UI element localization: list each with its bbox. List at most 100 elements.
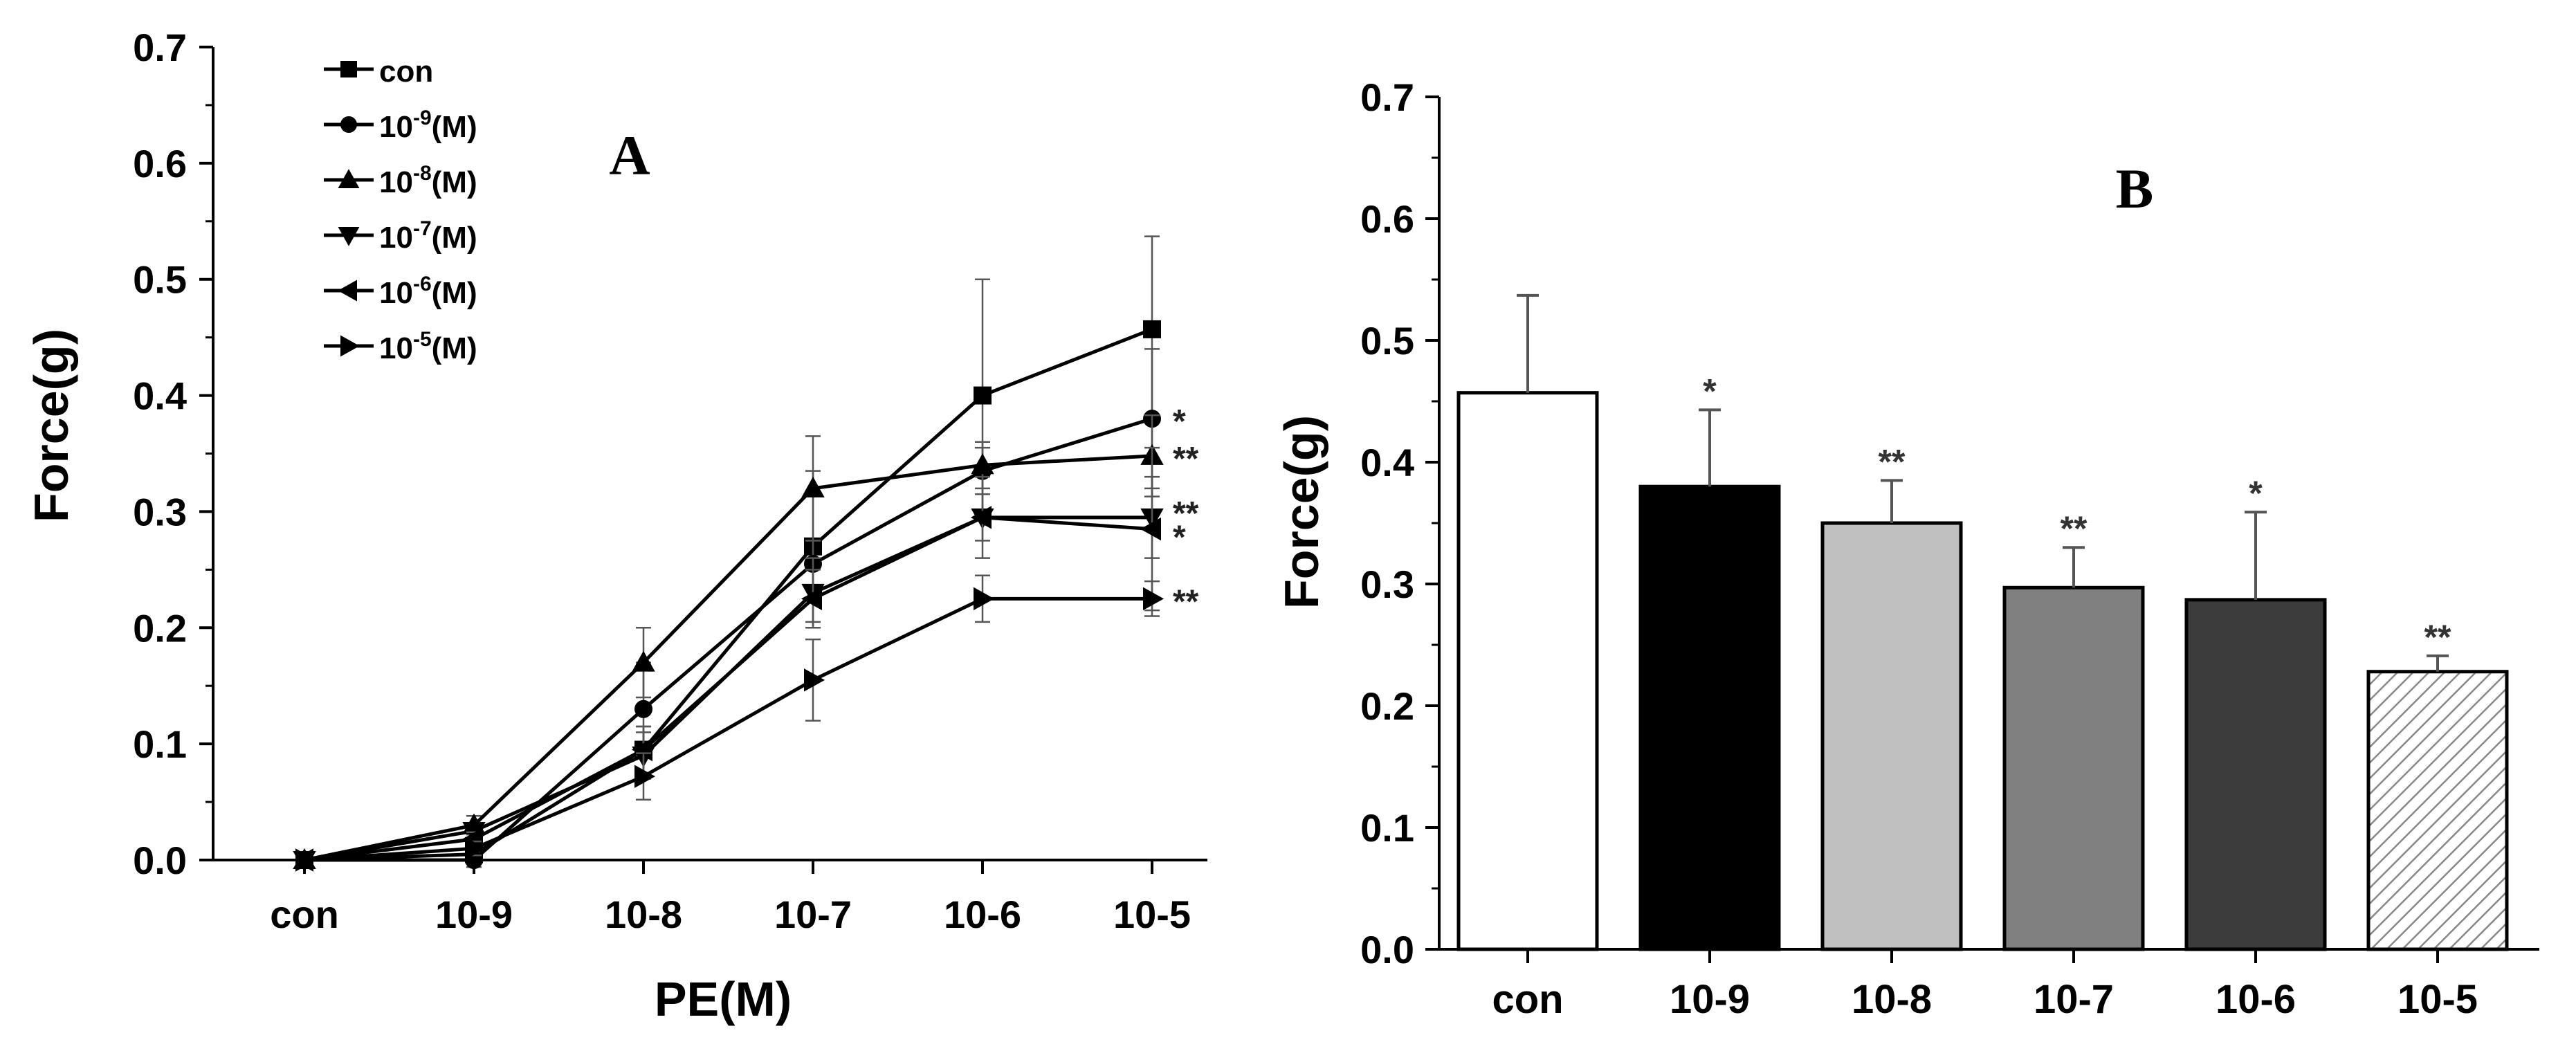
panel-a-series-group	[293, 414, 1164, 869]
panel-b-x-tick-label: 10-9	[1670, 977, 1750, 1022]
panel-a-data-point	[1143, 320, 1161, 338]
panel-a-data-point	[295, 848, 317, 872]
panel-b-y-tick-label: 0.1	[1360, 806, 1414, 850]
panel-a-line-chart: 0.0 0.1 0.2 0.3 0.4 0.5 0.6 0.7 con 10-9 10-8 10-7 1…	[24, 26, 1207, 1026]
panel-a-significance-marker: *	[1173, 520, 1186, 556]
panel-a-series-line	[304, 327, 1153, 862]
panel-a-series-line	[304, 417, 1153, 862]
panel-a-legend-entry: 10-6(M)	[324, 273, 477, 310]
panel-a-significance-marker: **	[1173, 495, 1199, 532]
panel-a-legend-label: 10-5(M)	[379, 328, 477, 365]
panel-a-data-point	[634, 700, 652, 718]
panel-a-series: ********	[292, 235, 1199, 872]
panel-b-x-tick-label: 10-5	[2397, 977, 2478, 1022]
panel-a-data-point	[801, 587, 822, 611]
panel-a-legend-marker	[338, 280, 357, 302]
panel-b-significance-marker: **	[2061, 509, 2088, 548]
panel-b-y-axis-title: Force(g)	[1275, 415, 1328, 609]
panel-a-legend-label: 10-6(M)	[379, 273, 477, 310]
panel-a-data-point	[974, 587, 995, 611]
panel-a-data-point	[631, 738, 652, 762]
panel-a-data-point	[801, 476, 825, 497]
panel-b-bar	[2366, 670, 2509, 951]
panel-a-y-tick-label: 0.2	[133, 606, 187, 650]
panel-b-y-tick-label: 0.7	[1360, 75, 1414, 119]
panel-a-y-tick-label: 0.0	[133, 839, 187, 882]
panel-b-bars: ********	[1456, 293, 2509, 951]
panel-b-bar	[2184, 598, 2327, 951]
panel-a-data-point	[970, 506, 992, 529]
panel-a-significance-marker: **	[1173, 583, 1199, 620]
panel-a-significance-marker: **	[1173, 441, 1199, 477]
panel-a-significance-marker: *	[1173, 403, 1186, 440]
panel-a-x-axis-title: PE(M)	[655, 972, 792, 1026]
panel-a-legend-entry: 10-7(M)	[324, 217, 477, 255]
panel-a-data-point	[974, 386, 992, 405]
panel-a-legend-label: 10-7(M)	[379, 217, 477, 255]
panel-a-data-point	[971, 453, 994, 475]
panel-b-x-tick-label: 10-8	[1852, 977, 1932, 1022]
panel-a-data-point	[634, 765, 656, 788]
panel-a-legend-entry: 10-8(M)	[324, 162, 477, 199]
panel-b-axes: 0.0 0.1 0.2 0.3 0.4 0.5 0.6 0.7 con 10-9 10-8 10-7 1…	[1360, 75, 2539, 1022]
panel-a-series-line	[304, 515, 1153, 862]
panel-a-legend-marker	[338, 169, 360, 188]
panel-a-legend-label: 10-8(M)	[379, 162, 477, 199]
panel-b-significance-marker: **	[1879, 442, 1906, 481]
panel-b-bar	[1456, 391, 1599, 951]
panel-b-y-tick-label: 0.2	[1360, 684, 1414, 728]
panel-a-legend-label: 10-9(M)	[379, 107, 477, 144]
panel-a-legend-marker	[338, 227, 360, 246]
panel-a-data-point	[1140, 517, 1161, 541]
panel-b-x-tick-label: 10-6	[2216, 977, 2296, 1022]
panel-b-significance-marker: *	[1703, 372, 1717, 410]
panel-b-y-tick-label: 0.4	[1360, 441, 1414, 484]
panel-a-y-tick-label: 0.6	[133, 142, 187, 185]
panel-a-legend: con 10-9(M) 10-8(M) 10-7(M) 10-6(M) 10-5(M)	[324, 55, 477, 365]
panel-a-axes: 0.0 0.1 0.2 0.3 0.4 0.5 0.6 0.7 con 10-9 10-8 10-7 1…	[133, 26, 1207, 936]
panel-a-data-point	[632, 650, 655, 672]
panel-a-y-tick-label: 0.5	[133, 258, 187, 302]
panel-a-legend-entry: con	[324, 55, 433, 89]
panel-b-y-tick-label: 0.6	[1360, 197, 1414, 241]
panel-a-legend-marker	[340, 116, 357, 133]
panel-a-data-point	[804, 668, 825, 692]
panel-a-y-tick-label: 0.4	[133, 374, 187, 418]
panel-a-series-line	[304, 515, 1152, 862]
panel-b-y-tick-label: 0.0	[1360, 928, 1414, 971]
panel-a-series-group	[295, 348, 1161, 869]
panel-a-legend-marker	[340, 335, 360, 357]
panel-b-bar	[1638, 484, 1781, 951]
panel-b-significance-marker: **	[2424, 618, 2451, 657]
panel-b-bar	[1820, 521, 1963, 951]
panel-a-legend-entry: 10-9(M)	[324, 107, 477, 144]
panel-a-legend-marker	[340, 61, 357, 77]
panel-a-series-line	[304, 454, 1153, 862]
panel-a-legend-label: con	[379, 55, 433, 89]
panel-a-x-tick-label: 10-6	[944, 893, 1021, 936]
panel-a-series-line	[304, 596, 1152, 862]
panel-a-x-tick-label: 10-7	[774, 893, 852, 936]
panel-a-y-axis-title: Force(g)	[24, 329, 78, 522]
panel-b-label: B	[2116, 157, 2154, 220]
panel-b-x-tick-label: 10-7	[2034, 977, 2114, 1022]
panel-a-x-tick-label: 10-9	[435, 893, 513, 936]
panel-a-x-tick-label: 10-5	[1113, 893, 1191, 936]
panel-a-legend-entry: 10-5(M)	[324, 328, 477, 365]
panel-a-series-group	[295, 574, 1164, 872]
panel-a-label: A	[609, 124, 650, 187]
panel-a-y-tick-label: 0.1	[133, 722, 187, 766]
panel-b-y-tick-label: 0.5	[1360, 319, 1414, 363]
panel-b-significance-marker: *	[2249, 474, 2263, 513]
panel-b-x-tick-label: con	[1492, 977, 1563, 1022]
panel-a-y-tick-label: 0.3	[133, 490, 187, 533]
panel-b-y-tick-label: 0.3	[1360, 563, 1414, 606]
panel-a-x-tick-label: con	[270, 893, 339, 936]
panel-a-x-tick-label: 10-8	[605, 893, 682, 936]
panel-a-data-point	[1143, 587, 1164, 611]
panel-a-y-tick-label: 0.7	[133, 26, 187, 69]
panel-a-data-point	[465, 837, 486, 860]
